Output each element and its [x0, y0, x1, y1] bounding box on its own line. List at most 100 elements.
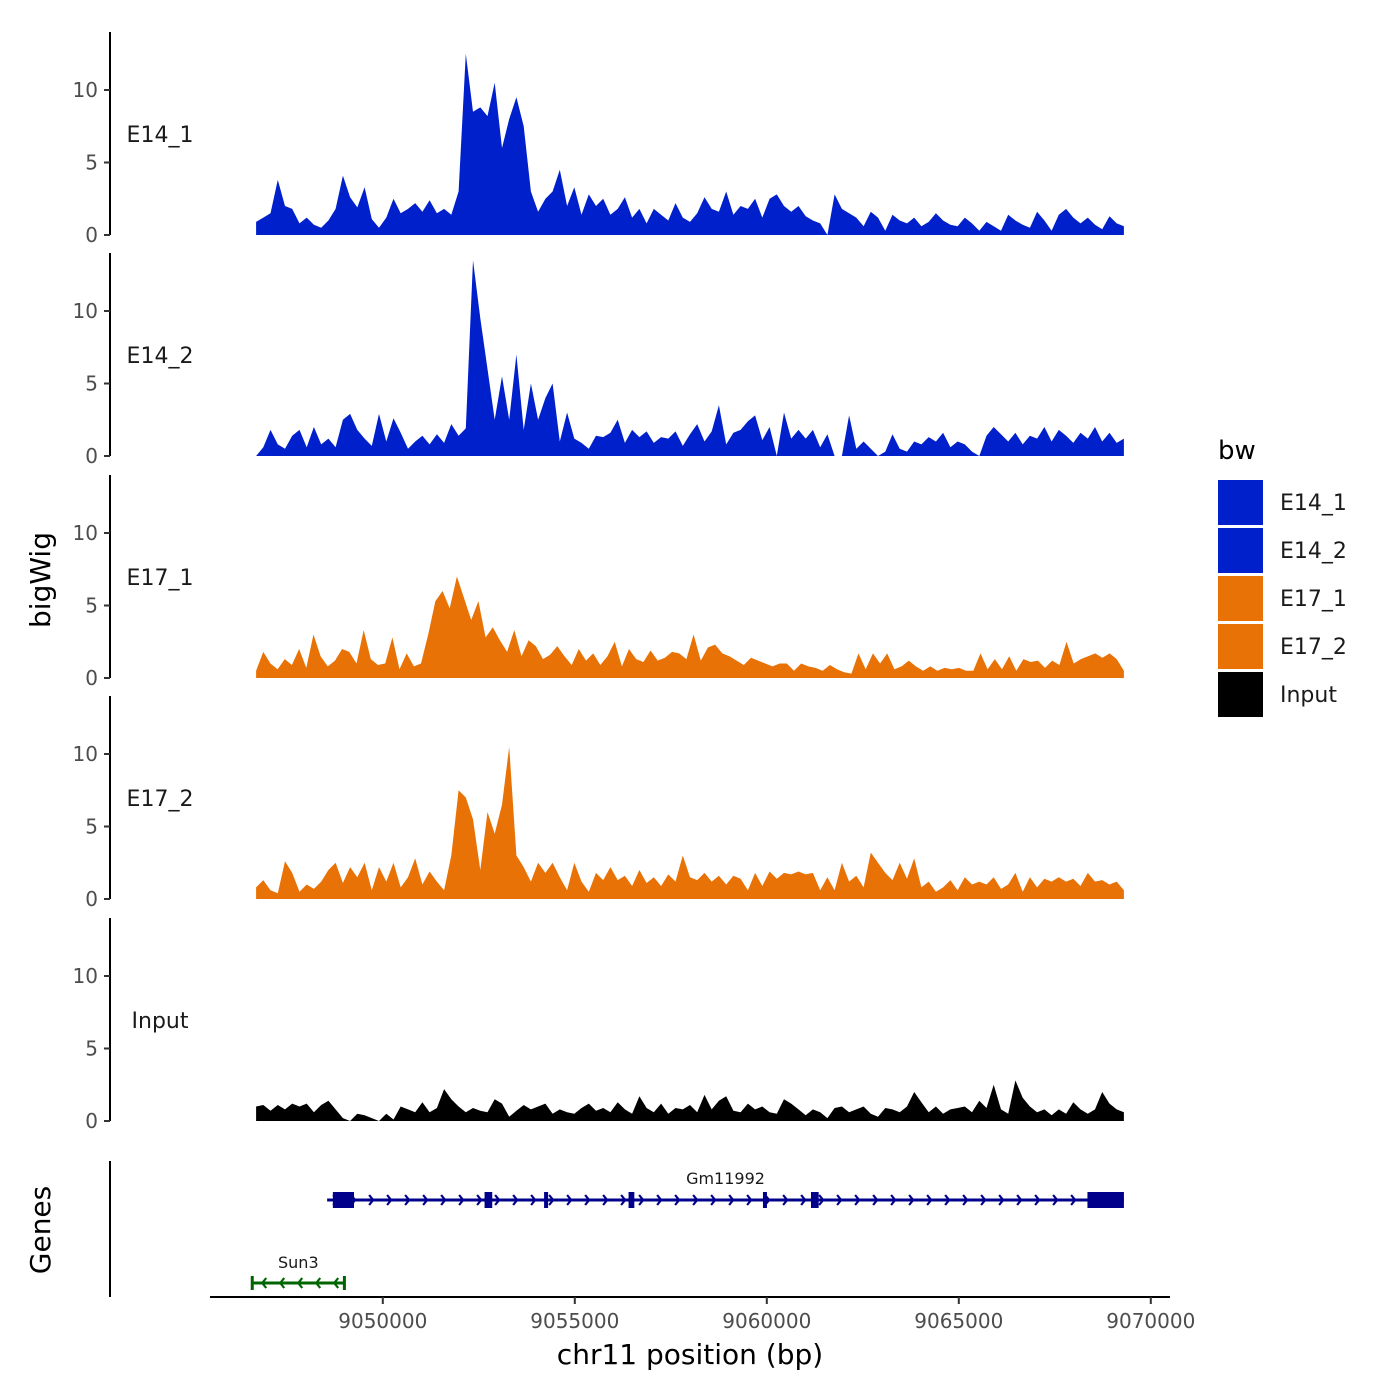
strand-arrow: [260, 1277, 268, 1289]
strand-arrow: [944, 1194, 951, 1206]
signal-area-e14-2: [256, 260, 1124, 456]
strand-arrow: [1034, 1194, 1041, 1206]
y-tick-label: 10: [73, 521, 98, 545]
strand-arrow: [818, 1194, 825, 1206]
y-tick-label: 5: [85, 1037, 98, 1061]
strand-arrow: [854, 1194, 861, 1206]
y-axis-title: bigWig: [24, 532, 57, 628]
strand-arrow: [998, 1194, 1005, 1206]
exon-block: [332, 1192, 354, 1208]
signal-area-e17-2: [256, 746, 1124, 899]
track-label: Input: [132, 1009, 189, 1034]
strand-arrow: [512, 1194, 519, 1206]
strand-arrow: [620, 1194, 627, 1206]
exon-block: [810, 1192, 819, 1208]
y-tick-label: 5: [85, 372, 98, 396]
signal-area-input: [256, 1080, 1124, 1121]
strand-arrow: [296, 1277, 304, 1289]
track-panel-input: 0 5 10 Input: [73, 918, 1124, 1133]
strand-arrow: [530, 1194, 537, 1206]
strand-arrow: [746, 1194, 753, 1206]
legend-swatch-e14-2: [1218, 528, 1263, 573]
x-tick-label: 9050000: [338, 1309, 427, 1333]
strand-arrow: [638, 1194, 645, 1206]
gene-sun3: Sun3: [250, 1253, 346, 1290]
exon-block: [628, 1192, 635, 1208]
genes-axis-title: Genes: [24, 1186, 57, 1274]
strand-arrow: [728, 1194, 735, 1206]
strand-arrow: [674, 1194, 681, 1206]
strand-arrow: [908, 1194, 915, 1206]
strand-arrow: [314, 1277, 322, 1289]
legend-swatch-e14-1: [1218, 480, 1263, 525]
legend-label: E17_2: [1280, 635, 1347, 660]
strand-arrow: [458, 1194, 465, 1206]
legend-swatch-e17-2: [1218, 624, 1263, 669]
strand-arrow: [980, 1194, 987, 1206]
track-panel-e14-2: 0 5 10 E14_2: [73, 253, 1124, 468]
y-tick-label: 0: [85, 444, 98, 468]
strand-arrow: [440, 1194, 447, 1206]
legend-swatch-input: [1218, 672, 1263, 717]
strand-arrow: [1052, 1194, 1059, 1206]
strand-arrow: [566, 1194, 573, 1206]
track-panel-e17-2: 0 5 10 E17_2: [73, 696, 1124, 911]
strand-arrow: [800, 1194, 807, 1206]
gene-label: Sun3: [278, 1253, 319, 1272]
x-axis-title: chr11 position (bp): [557, 1338, 823, 1371]
track-label: E14_2: [127, 344, 194, 369]
track-panel-e14-1: 0 5 10 E14_1: [73, 32, 1124, 247]
y-tick-label: 5: [85, 151, 98, 175]
exon-block: [762, 1192, 767, 1208]
strand-arrow: [368, 1194, 375, 1206]
strand-arrow: [926, 1194, 933, 1206]
strand-arrow: [1016, 1194, 1023, 1206]
strand-arrow: [548, 1194, 555, 1206]
track-panel-e17-1: 0 5 10 E17_1: [73, 475, 1124, 690]
y-tick-label: 0: [85, 666, 98, 690]
strand-arrow: [782, 1194, 789, 1206]
legend-title: bw: [1218, 436, 1256, 466]
y-tick-label: 10: [73, 964, 98, 988]
strand-arrow: [584, 1194, 591, 1206]
y-tick-label: 10: [73, 78, 98, 102]
strand-arrow: [962, 1194, 969, 1206]
strand-arrow: [386, 1194, 393, 1206]
track-label: E17_1: [127, 566, 194, 591]
strand-arrow: [656, 1194, 663, 1206]
gene-gm11992: Gm11992: [327, 1169, 1124, 1208]
signal-area-e14-1: [256, 53, 1124, 235]
strand-arrow: [332, 1277, 340, 1289]
gene-label: Gm11992: [686, 1169, 765, 1188]
x-axis: 9050000 9055000 9060000 9065000 9070000: [210, 1296, 1195, 1333]
track-label: E14_1: [127, 123, 194, 148]
strand-arrow: [278, 1277, 286, 1289]
y-tick-label: 10: [73, 299, 98, 323]
exon-block: [1087, 1192, 1124, 1208]
strand-arrow: [1070, 1194, 1077, 1206]
legend-swatch-e17-1: [1218, 576, 1263, 621]
y-tick-label: 0: [85, 887, 98, 911]
y-tick-label: 5: [85, 594, 98, 618]
legend-label: Input: [1280, 683, 1337, 708]
x-tick-label: 9070000: [1106, 1309, 1195, 1333]
x-tick-label: 9065000: [914, 1309, 1003, 1333]
legend-label: E14_1: [1280, 491, 1347, 516]
x-tick-label: 9055000: [530, 1309, 619, 1333]
strand-arrow: [476, 1194, 483, 1206]
y-tick-label: 5: [85, 815, 98, 839]
y-tick-label: 0: [85, 1109, 98, 1133]
legend: bw E14_1 E14_2 E17_1 E17_2 Input: [1218, 436, 1347, 717]
strand-arrow: [890, 1194, 897, 1206]
strand-arrow: [602, 1194, 609, 1206]
strand-arrow: [422, 1194, 429, 1206]
genes-panel: Gm11992 Sun3: [109, 1161, 1124, 1297]
strand-arrow: [692, 1194, 699, 1206]
exon-block: [484, 1192, 493, 1208]
track-panels: 0 5 10 E14_1 0 5 10 E14_2 0 5 10 E17_1 0 5 10 E17_2 0 5 10…: [73, 32, 1124, 1133]
strand-arrow: [710, 1194, 717, 1206]
strand-arrow: [494, 1194, 501, 1206]
signal-area-e17-1: [256, 576, 1124, 678]
legend-label: E14_2: [1280, 539, 1347, 564]
